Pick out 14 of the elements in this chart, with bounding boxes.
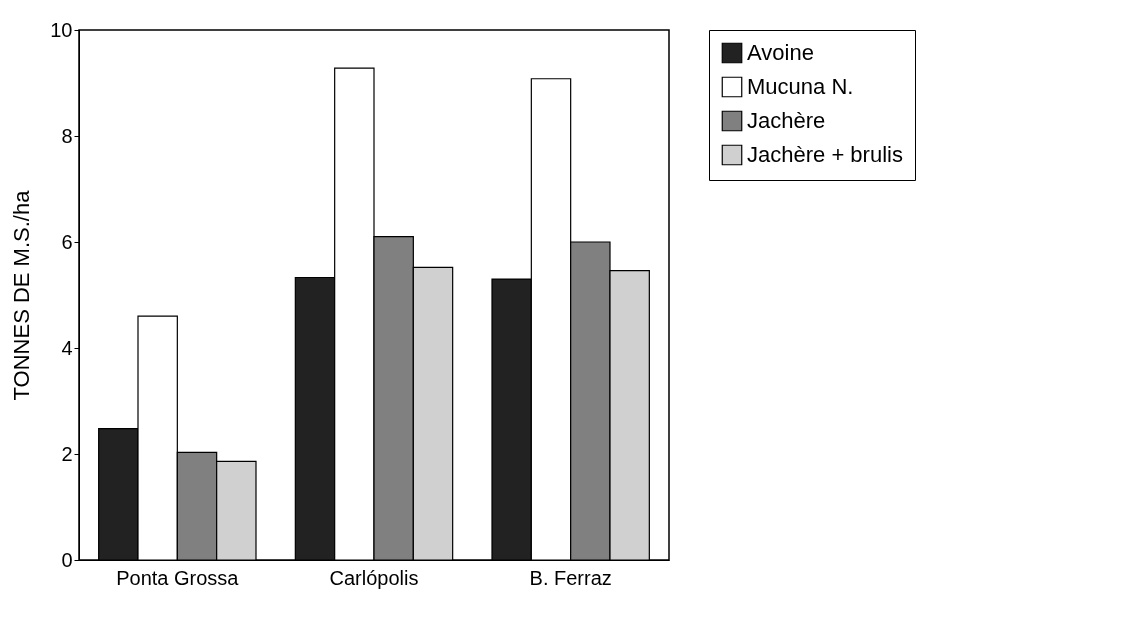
y-tick-label: 8 <box>61 124 73 147</box>
legend-label: Avoine <box>747 40 814 65</box>
legend-label: Mucuna N. <box>747 74 854 99</box>
y-tick-label: 6 <box>61 230 73 253</box>
legend-label: Jachère <box>747 108 826 133</box>
y-tick-label: 4 <box>61 336 73 359</box>
x-tick-label: Carlópolis <box>329 566 419 589</box>
y-tick-label: 2 <box>61 442 73 465</box>
y-tick-label: 10 <box>50 18 73 41</box>
x-tick-label: Ponta Grossa <box>116 566 240 589</box>
x-tick-label: B. Ferraz <box>529 566 612 589</box>
y-axis-title: TONNES DE M.S./ha <box>9 189 35 401</box>
y-tick-label: 0 <box>61 548 73 571</box>
legend-label: Jachère + brulis <box>747 142 903 167</box>
